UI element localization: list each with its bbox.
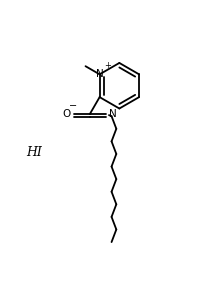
Text: HI: HI [26, 147, 42, 159]
Text: +: + [104, 62, 111, 70]
Text: O: O [63, 109, 71, 119]
Text: N: N [96, 69, 104, 79]
Text: N: N [109, 109, 117, 119]
Text: −: − [69, 101, 77, 111]
